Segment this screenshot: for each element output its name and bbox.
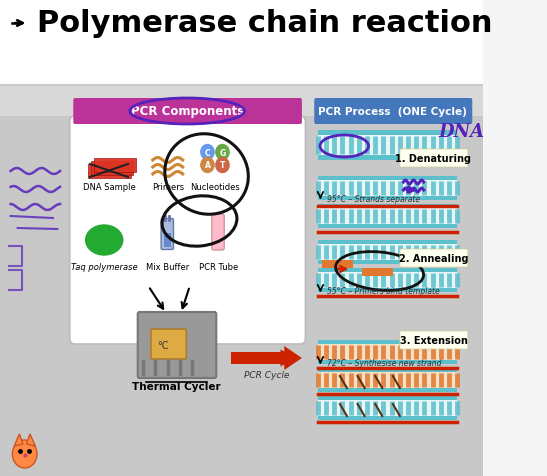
Text: Primers: Primers [152,183,184,192]
Text: C: C [205,148,210,157]
Text: PCR Tube: PCR Tube [199,262,238,271]
FancyBboxPatch shape [318,209,457,224]
Text: 3. Extension: 3. Extension [399,335,467,345]
Circle shape [216,145,229,160]
Text: 55°C – Primers bind template: 55°C – Primers bind template [327,287,439,296]
Text: 2. Annealing: 2. Annealing [399,253,468,263]
Text: A: A [205,161,211,170]
FancyBboxPatch shape [0,0,483,87]
FancyBboxPatch shape [318,155,457,161]
Text: PCR Components: PCR Components [131,105,244,118]
FancyBboxPatch shape [362,268,393,277]
FancyBboxPatch shape [164,234,171,248]
Text: Nucleotides: Nucleotides [190,183,240,192]
FancyBboxPatch shape [318,360,457,364]
Text: 95°C – Strands separate: 95°C – Strands separate [327,194,420,203]
FancyBboxPatch shape [88,165,131,178]
Circle shape [216,158,229,173]
FancyBboxPatch shape [0,85,483,476]
FancyBboxPatch shape [73,99,302,125]
FancyBboxPatch shape [318,388,457,392]
FancyBboxPatch shape [318,396,457,400]
Circle shape [13,440,37,468]
FancyBboxPatch shape [400,249,468,268]
Text: Thermal Cycler: Thermal Cycler [132,381,221,391]
Circle shape [201,158,214,173]
Text: T: T [220,161,225,170]
FancyBboxPatch shape [161,219,173,250]
FancyBboxPatch shape [318,224,457,228]
Text: °C: °C [157,340,168,350]
Text: 72°C – Synthesise new strand: 72°C – Synthesise new strand [327,359,441,368]
FancyBboxPatch shape [400,331,468,349]
FancyBboxPatch shape [318,268,457,273]
FancyBboxPatch shape [231,352,284,364]
FancyBboxPatch shape [318,416,457,420]
Text: PCR Cycle: PCR Cycle [244,370,289,379]
Text: DNA: DNA [439,123,485,141]
FancyBboxPatch shape [318,373,457,388]
Text: Taq polymerase: Taq polymerase [71,262,137,271]
FancyBboxPatch shape [318,177,457,181]
FancyBboxPatch shape [69,117,305,344]
FancyBboxPatch shape [91,162,133,176]
FancyBboxPatch shape [138,312,216,378]
Text: DNA Sample: DNA Sample [83,183,136,192]
Text: Mix Buffer: Mix Buffer [146,262,189,271]
FancyBboxPatch shape [212,215,224,250]
FancyBboxPatch shape [151,329,187,359]
FancyBboxPatch shape [318,136,457,155]
FancyBboxPatch shape [400,149,468,168]
Polygon shape [284,346,302,370]
Polygon shape [14,434,23,446]
FancyBboxPatch shape [318,340,457,345]
FancyBboxPatch shape [318,196,457,200]
Polygon shape [26,434,36,446]
FancyBboxPatch shape [318,131,457,136]
FancyBboxPatch shape [318,400,457,416]
FancyBboxPatch shape [318,245,457,260]
FancyBboxPatch shape [322,260,353,268]
FancyBboxPatch shape [318,260,457,265]
FancyBboxPatch shape [318,240,457,245]
Ellipse shape [86,226,123,256]
FancyBboxPatch shape [318,205,457,209]
FancyBboxPatch shape [94,159,136,173]
Circle shape [201,145,214,160]
Text: PCR Process  (ONE Cycle): PCR Process (ONE Cycle) [318,107,467,117]
FancyBboxPatch shape [318,288,457,292]
FancyBboxPatch shape [318,345,457,360]
FancyBboxPatch shape [318,181,457,196]
Text: G: G [219,148,225,157]
FancyBboxPatch shape [315,99,472,125]
FancyBboxPatch shape [0,87,483,117]
Text: 1. Denaturing: 1. Denaturing [395,154,472,164]
FancyBboxPatch shape [318,368,457,373]
FancyBboxPatch shape [318,273,457,288]
Text: Polymerase chain reaction: Polymerase chain reaction [37,10,493,39]
